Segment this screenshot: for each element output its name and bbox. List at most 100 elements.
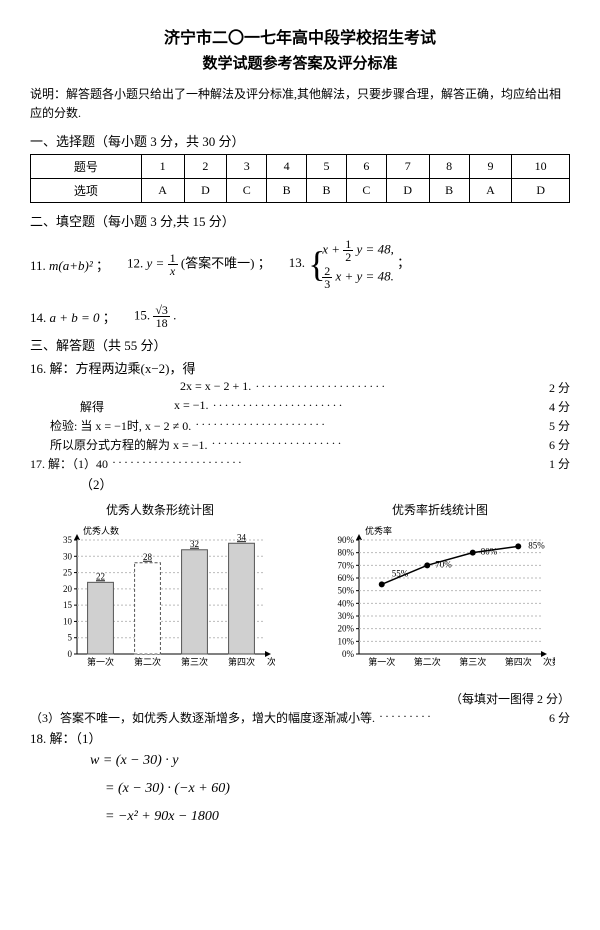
score-line: 检验: 当 x = −1时, x − 2 ≠ 0. ··············… <box>50 417 570 434</box>
frac-den: 2 <box>343 251 353 263</box>
page-subtitle: 数学试题参考答案及评分标准 <box>30 52 570 73</box>
svg-text:第二次: 第二次 <box>134 656 161 667</box>
score: 5 分 <box>549 417 570 434</box>
table-cell: D <box>512 179 570 203</box>
q15: 15. √3 18 . <box>134 304 177 329</box>
table-cell: 7 <box>386 155 429 179</box>
q18-eq1: w = (x − 30) · y <box>90 747 570 775</box>
q18-label: 18. 解：（1） <box>30 728 570 747</box>
table-cell: 4 <box>267 155 307 179</box>
dots: ······················ <box>108 455 549 472</box>
svg-text:第一次: 第一次 <box>87 656 114 667</box>
svg-text:55%: 55% <box>392 569 409 579</box>
svg-text:第四次: 第四次 <box>228 656 255 667</box>
table-cell: 10 <box>512 155 570 179</box>
svg-text:20%: 20% <box>338 624 355 634</box>
svg-text:第三次: 第三次 <box>181 656 208 667</box>
dots: ······················ <box>208 436 549 453</box>
row-label: 选项 <box>31 179 142 203</box>
score-line: 所以原分式方程的解为 x = −1. ·····················… <box>50 436 570 453</box>
frac-num: 1 <box>168 252 178 265</box>
score-line: 解得 x = −1. ······················ 4 分 <box>80 398 570 415</box>
svg-text:28: 28 <box>143 552 153 562</box>
table-cell: A <box>469 179 512 203</box>
svg-text:5: 5 <box>68 633 73 643</box>
section1-head: 一、选择题（每小题 3 分，共 30 分） <box>30 131 570 150</box>
score-line: （3）答案不唯一，如优秀人数逐渐增多，增大的幅度逐渐减小等. ·········… <box>30 709 570 726</box>
svg-text:10%: 10% <box>338 637 355 647</box>
svg-text:15: 15 <box>63 601 73 611</box>
table-cell: 2 <box>184 155 227 179</box>
svg-text:22: 22 <box>96 572 105 582</box>
table-row: 选项 A D C B B C D B A D <box>31 179 570 203</box>
score-line: 17. 解：（1）40 ······················ 1 分 <box>30 455 570 472</box>
fill-row-2: 14. a + b = 0 ； 15. √3 18 . <box>30 304 570 329</box>
eq: 2x = x − 2 + 1. <box>180 379 251 396</box>
q17-3: （3）答案不唯一，如优秀人数逐渐增多，增大的幅度逐渐减小等. <box>30 709 375 726</box>
q12-prefix: y = <box>147 255 168 270</box>
q13: 13. x + 1 2 y = 48, 2 3 x + y = 48. ； <box>289 236 410 292</box>
answer-table: 题号 1 2 3 4 5 6 7 8 9 10 选项 A D C B B C D… <box>30 154 570 203</box>
charts-container: 优秀人数条形统计图 05101520253035优秀人数22第一次28第二次32… <box>30 501 570 682</box>
svg-text:32: 32 <box>190 539 199 549</box>
q12-frac: 1 x <box>168 252 178 277</box>
dots: ········· <box>375 709 549 726</box>
svg-text:30: 30 <box>63 552 73 562</box>
table-cell: B <box>429 179 469 203</box>
bar-chart: 05101520253035优秀人数22第一次28第二次32第三次34第四次次数 <box>45 522 275 682</box>
svg-text:次数: 次数 <box>543 656 555 667</box>
section2-head: 二、填空题（每小题 3 分,共 15 分） <box>30 211 570 230</box>
table-cell: 3 <box>227 155 267 179</box>
q-num: 11. <box>30 258 46 273</box>
table-cell: A <box>141 179 184 203</box>
q-num: 14. <box>30 310 46 325</box>
bar-chart-box: 优秀人数条形统计图 05101520253035优秀人数22第一次28第二次32… <box>45 501 275 682</box>
score: 1 分 <box>549 455 570 472</box>
score: 6 分 <box>549 709 570 726</box>
brace-row: 2 3 x + y = 48. <box>322 265 394 290</box>
table-cell: C <box>346 179 386 203</box>
frac-den: 3 <box>322 278 332 290</box>
svg-text:35: 35 <box>63 535 73 545</box>
eq: x = −1. <box>174 398 209 415</box>
q18-eq2: = (x − 30) · (−x + 60) <box>105 775 570 803</box>
score: 4 分 <box>549 398 570 415</box>
svg-text:70%: 70% <box>338 561 355 571</box>
suffix: ； <box>96 258 109 273</box>
eq: 所以原分式方程的解为 x = −1. <box>50 436 208 453</box>
table-cell: C <box>227 179 267 203</box>
svg-text:40%: 40% <box>338 599 355 609</box>
row-label: 题号 <box>31 155 142 179</box>
suffix: ； <box>103 310 116 325</box>
svg-text:0%: 0% <box>342 649 355 659</box>
svg-text:第四次: 第四次 <box>505 656 532 667</box>
q-num: 13. <box>289 255 305 270</box>
svg-text:次数: 次数 <box>267 656 275 667</box>
svg-text:第三次: 第三次 <box>459 656 486 667</box>
chart-note: （每填对一图得 2 分） <box>30 690 570 707</box>
q14: 14. a + b = 0 ； <box>30 307 116 326</box>
line-chart-title: 优秀率折线统计图 <box>325 501 555 518</box>
svg-text:60%: 60% <box>338 573 355 583</box>
q12-note: (答案不唯一) ； <box>181 255 271 270</box>
line-chart-box: 优秀率折线统计图 0%10%20%30%40%50%60%70%80%90%优秀… <box>325 501 555 682</box>
svg-text:90%: 90% <box>338 535 355 545</box>
q-num: 15. <box>134 308 150 323</box>
dots: ······················ <box>251 379 549 396</box>
table-cell: D <box>184 179 227 203</box>
table-cell: D <box>386 179 429 203</box>
svg-text:34: 34 <box>237 533 247 543</box>
solve-label: 解得 <box>80 398 104 415</box>
svg-text:优秀人数: 优秀人数 <box>83 525 119 536</box>
q14-math: a + b = 0 <box>50 310 100 325</box>
svg-text:85%: 85% <box>528 541 545 551</box>
q17-sub2: （2） <box>80 474 570 493</box>
brace-row: x + 1 2 y = 48, <box>322 238 394 263</box>
table-cell: 8 <box>429 155 469 179</box>
score: 6 分 <box>549 436 570 453</box>
section3-head: 三、解答题（共 55 分） <box>30 335 570 354</box>
svg-text:第一次: 第一次 <box>368 656 395 667</box>
frac: 2 3 <box>322 265 332 290</box>
eq-part: y = 48, <box>357 242 394 257</box>
score-line: 2x = x − 2 + 1. ······················ 2… <box>80 379 570 396</box>
